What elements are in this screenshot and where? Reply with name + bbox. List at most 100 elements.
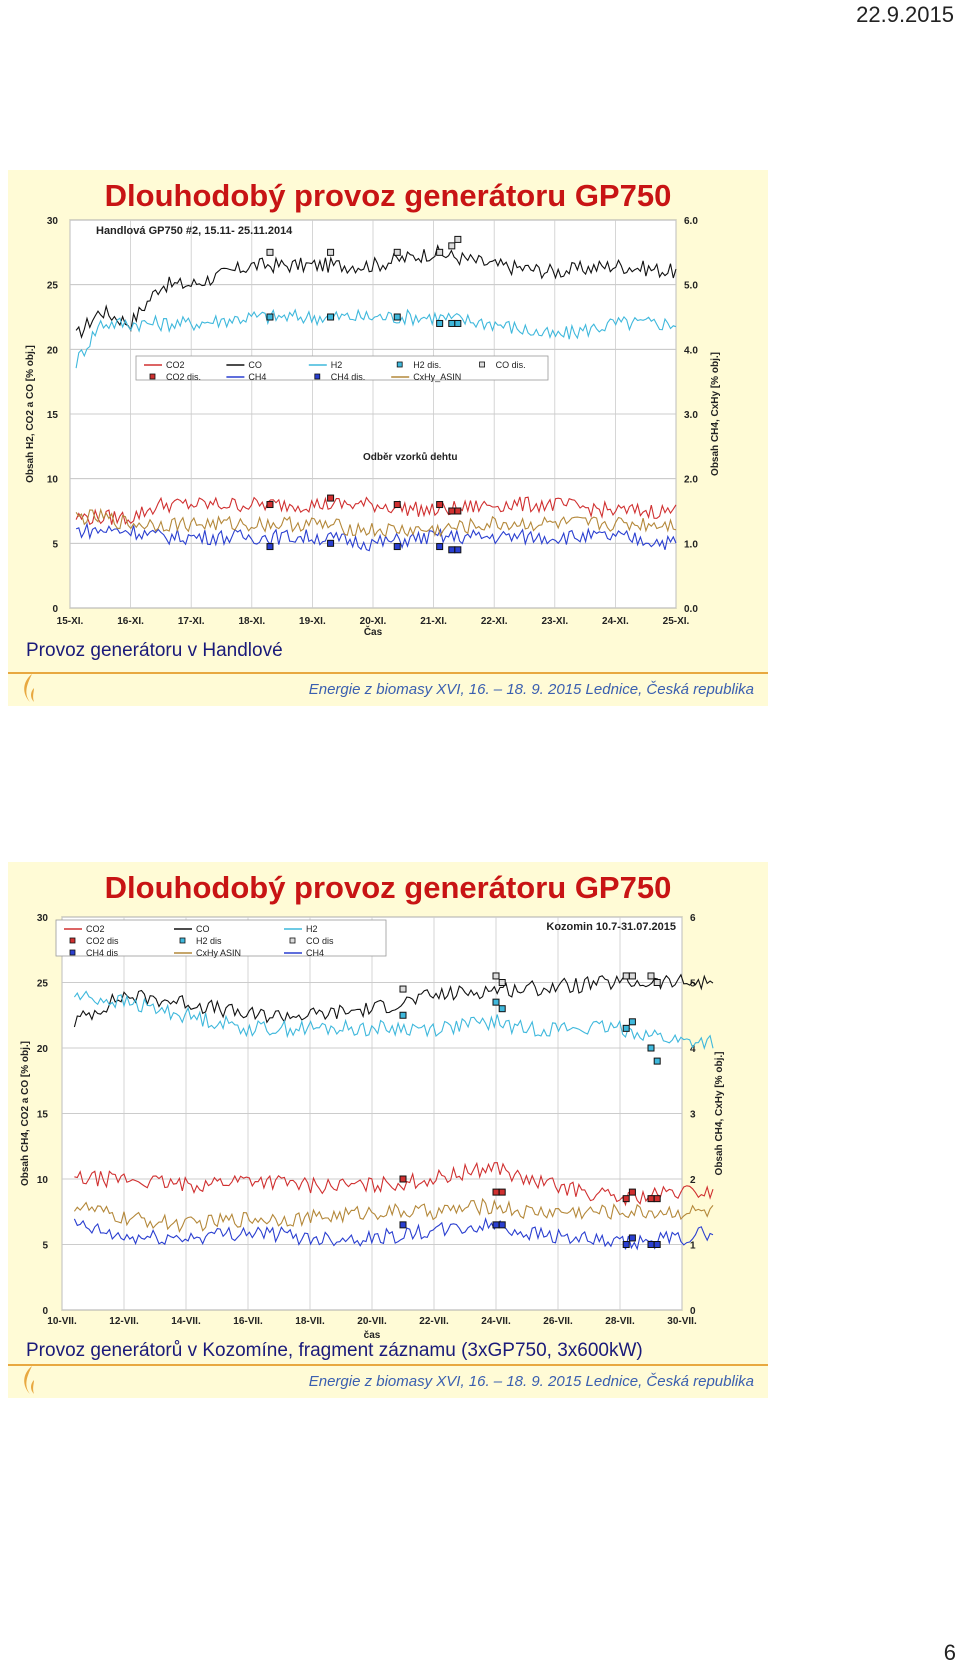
marker-ch4-dis (622, 1241, 630, 1248)
legend-marker (289, 937, 296, 944)
y-axis-title-left: Obsah H2, CO2 a CO [% obj.] (25, 345, 36, 483)
marker-h2-dis (653, 1057, 661, 1065)
x-tick-label: 22-VII. (419, 1316, 449, 1327)
marker-co-dis (628, 972, 636, 980)
marker-ch4-dis- (266, 543, 274, 551)
chart-handlova: 0 5 10 15 20 25 30 0.0 1.0 2.0 3.0 4.0 5.0 6.0 15-XI. 1… (25, 216, 721, 638)
y-tick-left: 15 (37, 1110, 49, 1121)
slide-kozomin: Dlouhodobý provoz generátoru GP750 0 5 10 1… (8, 862, 768, 1398)
x-tick-label: 15-XI. (57, 616, 84, 627)
y-tick-left: 20 (37, 1044, 49, 1055)
marker-h2-dis- (266, 313, 274, 321)
y-tick-right: 4 (690, 1044, 696, 1055)
marker-co-dis- (327, 248, 335, 256)
page-number: 6 (943, 1640, 956, 1665)
legend-label: CH4 dis (86, 948, 119, 958)
slide-footer: Energie z biomasy XVI, 16. – 18. 9. 2015… (308, 1373, 754, 1390)
series-line-co (75, 243, 677, 340)
y-tick-right: 2.0 (684, 475, 698, 486)
y-tick-right: 4.0 (684, 345, 698, 356)
x-tick-label: 30-VII. (667, 1316, 697, 1327)
marker-co-dis- (266, 248, 274, 256)
series-line-cxhy-asin (73, 1197, 714, 1234)
marker-co2-dis (647, 1195, 655, 1203)
marker-co2-dis (628, 1188, 636, 1196)
y-tick-right: 5 (690, 979, 696, 990)
marker-ch4-dis (498, 1221, 506, 1229)
series-line-co2 (74, 1161, 714, 1207)
y-tick-left: 10 (47, 475, 59, 486)
marker-h2-dis (622, 1024, 630, 1032)
y-axis-title-right: Obsah CH4, CxHy [% obj.] (710, 352, 721, 476)
marker-h2-dis (399, 1011, 407, 1019)
x-tick-label: 17-XI. (178, 616, 205, 627)
marker-co2-dis- (266, 501, 274, 509)
legend-marker (149, 373, 156, 380)
marker-co2-dis (622, 1195, 630, 1203)
legend-label: CO (248, 360, 262, 370)
y-tick-left: 0 (42, 1306, 48, 1317)
legend-label: CH4 dis. (331, 372, 366, 382)
x-axis-title: čas (364, 1330, 381, 1341)
x-tick-label: 16-XI. (117, 616, 144, 627)
marker-ch4-dis (647, 1241, 655, 1248)
legend-label: CO dis (306, 936, 334, 946)
marker-co-dis (492, 972, 500, 980)
y-tick-right: 1.0 (684, 539, 698, 550)
x-tick-label: 25-XI. (663, 616, 690, 627)
slide-title: Dlouhodobý provoz generátoru GP750 (104, 870, 672, 905)
legend-marker (179, 937, 186, 944)
y-tick-right: 1 (690, 1241, 696, 1252)
x-tick-label: 20-VII. (357, 1316, 387, 1327)
marker-co2-dis (492, 1188, 500, 1196)
legend-label: CxHy_ASIN (413, 372, 461, 382)
slide-footer: Energie z biomasy XVI, 16. – 18. 9. 2015… (308, 681, 754, 698)
marker-co-dis (498, 979, 506, 986)
marker-h2-dis (628, 1018, 636, 1026)
marker-h2-dis- (393, 313, 401, 321)
slide-handlova: Dlouhodobý provoz generátoru GP750 0 5 10 1… (8, 170, 768, 706)
legend-label: CO2 (86, 924, 105, 934)
slide-caption: Provoz generátorů v Kozomíne, fragment z… (26, 1340, 643, 1361)
legend-marker (479, 361, 486, 368)
marker-ch4-dis- (436, 543, 444, 551)
legend-label: CO dis. (496, 360, 526, 370)
x-axis-title: Čas (364, 625, 383, 638)
series-line-ch4 (75, 521, 677, 552)
marker-h2-dis (498, 1005, 506, 1013)
legend-label: CO2 dis (86, 936, 119, 946)
x-tick-label: 18-VII. (295, 1316, 325, 1327)
y-tick-left: 25 (37, 979, 49, 990)
y-tick-right: 3.0 (684, 410, 698, 421)
y-tick-left: 10 (37, 1175, 49, 1186)
y-tick-left: 30 (37, 913, 49, 924)
y-axis-title-left: Obsah CH4, CO2 a CO [% obj.] (20, 1041, 31, 1186)
page-date: 22.9.2015 (856, 2, 954, 27)
marker-ch4-dis- (327, 539, 335, 547)
chart-kozomin: 0 5 10 15 20 25 30 0 1 2 3 4 5 6 10-VII. 12-VII. 14-VII.… (20, 913, 725, 1341)
series-line-cxhy_asin (75, 507, 677, 538)
marker-ch4-dis (628, 1234, 636, 1242)
marker-co-dis- (436, 248, 444, 256)
legend-box (135, 355, 549, 381)
chart-title: Handlová GP750 #2, 15.11- 25.11.2014 (96, 225, 293, 237)
footer-divider (8, 672, 768, 674)
series-line-ch4 (73, 1216, 714, 1251)
flame-logo-icon (24, 1366, 34, 1394)
legend-label: CO2 (166, 360, 185, 370)
marker-h2-dis- (448, 319, 456, 327)
marker-ch4-dis (492, 1221, 500, 1229)
x-tick-label: 14-VII. (171, 1316, 201, 1327)
marker-ch4-dis- (448, 546, 456, 554)
marker-co2-dis (399, 1175, 407, 1183)
marker-co-dis (399, 985, 407, 993)
legend-label: CH4 (306, 948, 324, 958)
marker-co2-dis (653, 1195, 661, 1203)
x-tick-label: 24-XI. (602, 616, 629, 627)
x-tick-label: 26-VII. (543, 1316, 573, 1327)
legend-label: H2 dis. (413, 360, 441, 370)
marker-co2-dis- (436, 501, 444, 509)
marker-co2-dis- (393, 501, 401, 509)
series-line-co2 (75, 496, 677, 526)
legend-marker (69, 949, 76, 956)
